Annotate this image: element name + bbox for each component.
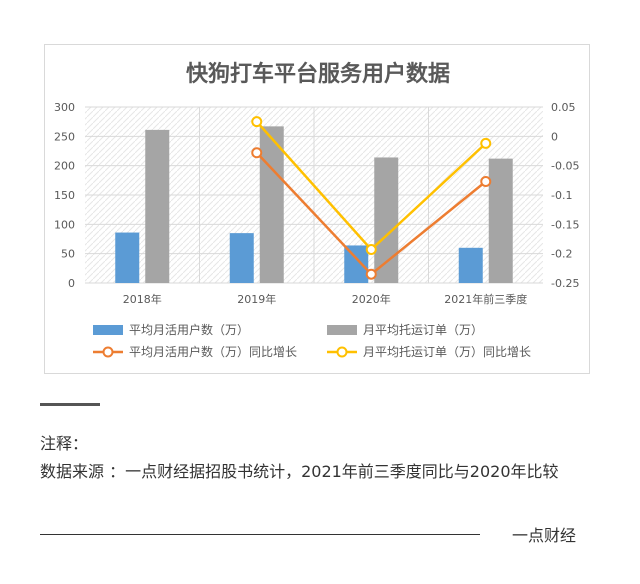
legend-swatch [93,325,123,335]
legend-label: 月平均托运订单（万）同比增长 [363,345,531,359]
x-tick-label: 2021年前三季度 [444,292,527,306]
bar [344,245,369,283]
left-tick-label: 200 [54,160,75,173]
bar [374,157,399,283]
left-tick-label: 0 [68,277,75,290]
line-point [365,244,377,256]
legend-swatch [327,325,357,335]
chart: 快狗打车平台服务用户数据 0 50 100 150 200 250 300 0.05 0 -0.… [54,61,579,359]
left-tick-label: 100 [54,218,75,231]
bar [229,233,254,283]
right-tick-label: -0.1 [551,189,572,202]
chart-frame: 快狗打车平台服务用户数据 0 50 100 150 200 250 300 0.05 0 -0.… [44,44,590,374]
line-point [251,116,263,128]
x-tick-label: 2019年 [237,292,276,306]
legend-label: 月平均托运订单（万） [363,323,483,337]
right-tick-label: -0.15 [551,218,579,231]
bar-group [115,126,513,283]
right-tick-label: -0.05 [551,160,579,173]
left-tick-label: 50 [61,248,75,261]
line-point [480,137,492,149]
bar [145,129,170,283]
line-point [365,268,377,280]
right-tick-label: -0.25 [551,277,579,290]
bar [488,158,513,283]
legend-label: 平均月活用户数（万） [129,322,249,337]
legend-marker [102,346,114,358]
bar [259,126,284,283]
footer-line [40,534,480,535]
footer-brand: 一点财经 [512,526,577,545]
chart-title: 快狗打车平台服务用户数据 [186,61,450,87]
left-tick-label: 150 [54,189,75,202]
x-axis: 2018年 2019年 2020年 2021年前三季度 [123,292,528,306]
notes-title: 注释： [40,434,89,453]
right-axis: 0.05 0 -0.05 -0.1 -0.15 -0.2 -0.25 [551,101,579,290]
legend-label: 平均月活用户数（万）同比增长 [129,344,297,359]
right-tick-label: -0.2 [551,248,572,261]
line-point [251,147,263,159]
bar [115,232,140,283]
left-tick-label: 250 [54,130,75,143]
left-axis: 0 50 100 150 200 250 300 [54,101,75,290]
right-tick-label: 0.05 [551,101,576,114]
line-point [480,176,492,188]
notes-body: 数据来源 ：一点财经据招股书统计，2021年前三季度同比与2020年比较 [40,462,559,481]
left-tick-label: 300 [54,101,75,114]
legend-marker [336,346,348,358]
x-tick-label: 2018年 [123,292,162,306]
x-tick-label: 2020年 [352,292,391,306]
bar [458,247,483,283]
right-tick-label: 0 [551,130,558,143]
line-group [251,116,492,280]
divider-bar [40,403,100,406]
legend: 平均月活用户数（万） 月平均托运订单（万） 平均月活用户数（万）同比增长 月平均托运订… [93,322,531,359]
